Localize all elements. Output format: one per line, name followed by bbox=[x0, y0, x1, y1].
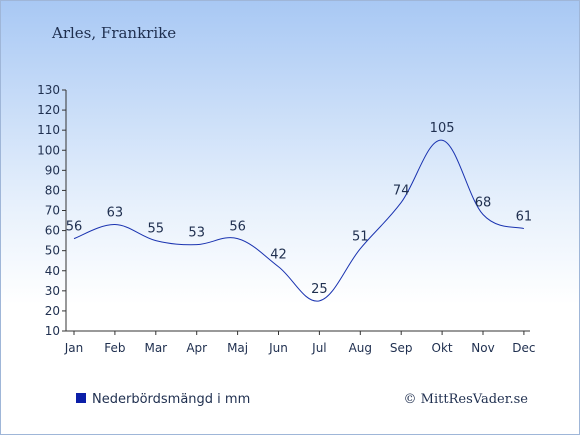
x-tick-label: Jun bbox=[268, 341, 288, 355]
data-label: 25 bbox=[311, 282, 328, 297]
x-tick-label: Okt bbox=[432, 341, 453, 355]
legend-label: Nederbördsmängd i mm bbox=[92, 392, 250, 407]
data-label: 68 bbox=[475, 196, 492, 211]
data-label: 51 bbox=[352, 230, 369, 245]
x-tick-label: Sep bbox=[390, 341, 413, 355]
x-tick-label: Feb bbox=[104, 341, 125, 355]
data-labels: 56 63 55 53 56 42 25 51 74 105 68 61 bbox=[66, 121, 532, 297]
data-label: 105 bbox=[430, 121, 455, 136]
y-tick-label: 30 bbox=[45, 284, 60, 298]
y-tick-label: 80 bbox=[45, 183, 60, 197]
x-tick-label: Aug bbox=[349, 341, 372, 355]
y-tick-label: 90 bbox=[45, 163, 60, 177]
y-tick-label: 110 bbox=[37, 123, 60, 137]
y-tick-label: 50 bbox=[45, 244, 60, 258]
x-tick-label: Jan bbox=[64, 341, 84, 355]
x-tick-label: Maj bbox=[227, 341, 248, 355]
y-tick-label: 120 bbox=[37, 103, 60, 117]
y-tick-label: 100 bbox=[37, 143, 60, 157]
y-tick-label: 130 bbox=[37, 83, 60, 97]
legend-swatch bbox=[76, 393, 86, 403]
y-tick-label: 60 bbox=[45, 224, 60, 238]
data-label: 53 bbox=[188, 226, 205, 241]
series-line-precipitation bbox=[73, 139, 525, 302]
data-label: 55 bbox=[148, 222, 165, 237]
x-tick-label: Apr bbox=[186, 341, 207, 355]
x-tick-label: Mar bbox=[144, 341, 167, 355]
chart-title: Arles, Frankrike bbox=[51, 24, 176, 42]
y-tick-label: 40 bbox=[45, 264, 60, 278]
x-tick-label: Jul bbox=[311, 341, 326, 355]
copyright-text: © MittResVader.se bbox=[404, 392, 529, 407]
y-tick-label: 70 bbox=[45, 204, 60, 218]
y-tick-label: 10 bbox=[45, 324, 60, 338]
data-label: 63 bbox=[107, 206, 124, 221]
x-tick-label: Nov bbox=[471, 341, 494, 355]
data-label: 74 bbox=[393, 183, 410, 198]
y-tick-label: 20 bbox=[45, 304, 60, 318]
y-axis-ticks: 10 20 30 40 50 60 70 80 90 100 110 120 130 bbox=[37, 83, 66, 338]
x-axis-ticks: Jan Feb Mar Apr Maj Jun Jul Aug Sep Okt Nov Dec bbox=[64, 331, 536, 355]
data-label: 56 bbox=[229, 220, 246, 235]
x-tick-label: Dec bbox=[512, 341, 535, 355]
data-label: 61 bbox=[516, 210, 533, 225]
data-label: 42 bbox=[270, 248, 287, 263]
data-label: 56 bbox=[66, 220, 83, 235]
